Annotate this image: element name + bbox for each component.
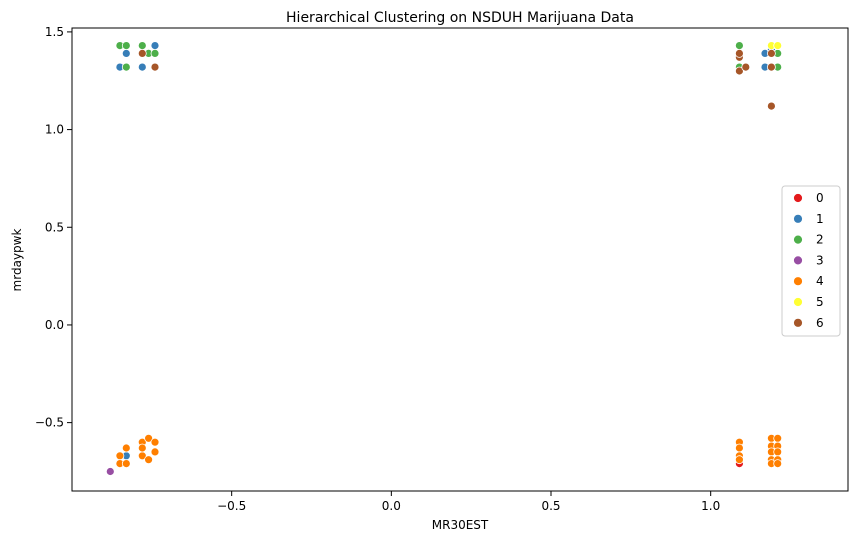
points-layer (105, 41, 783, 476)
legend-marker-4 (793, 276, 803, 287)
point-cluster-6 (767, 101, 776, 111)
y-tick-label: −0.5 (35, 416, 64, 430)
x-tick-label: 0.5 (541, 499, 560, 513)
point-cluster-5 (773, 41, 783, 50)
point-cluster-4 (773, 433, 783, 443)
plot-frame (71, 27, 849, 492)
point-cluster-6 (735, 66, 744, 76)
point-cluster-4 (773, 447, 783, 457)
x-axis-label: MR30EST (432, 518, 489, 532)
point-cluster-4 (150, 447, 160, 457)
point-cluster-2 (121, 62, 131, 72)
point-cluster-2 (137, 41, 147, 50)
point-cluster-4 (144, 455, 154, 465)
legend-marker-3 (793, 255, 803, 266)
y-tick-label: 1.5 (45, 25, 64, 39)
legend-marker-0 (793, 193, 803, 203)
y-tick-label: 0.5 (45, 220, 64, 234)
point-cluster-1 (150, 41, 160, 50)
legend-marker-6 (793, 317, 803, 328)
point-cluster-6 (767, 49, 776, 58)
legend-label-5: 5 (816, 295, 824, 309)
x-tick-label: 1.0 (701, 499, 720, 513)
x-tick-label: −0.5 (217, 499, 246, 513)
point-cluster-6 (741, 62, 751, 72)
legend-label-4: 4 (816, 274, 824, 288)
point-cluster-6 (150, 62, 160, 72)
point-cluster-2 (121, 41, 131, 50)
point-cluster-4 (735, 443, 744, 453)
legend: 0 1 2 3 4 5 6 (781, 185, 841, 337)
legend-marker-5 (793, 297, 803, 307)
point-cluster-1 (137, 62, 147, 72)
legend-marker-2 (793, 234, 803, 245)
point-cluster-4 (137, 443, 147, 453)
point-cluster-4 (150, 437, 160, 447)
x-axis-ticks: −0.5 0.0 0.5 1.0 (217, 491, 720, 513)
legend-label-1: 1 (816, 212, 824, 226)
point-cluster-4 (144, 433, 154, 443)
point-cluster-6 (137, 49, 147, 58)
point-cluster-2 (735, 41, 744, 50)
y-axis-ticks: −0.5 0.0 0.5 1.0 1.5 (35, 25, 72, 430)
point-cluster-4 (121, 443, 131, 453)
point-cluster-4 (773, 459, 783, 469)
y-tick-label: 0.0 (45, 318, 64, 332)
y-tick-label: 1.0 (45, 123, 64, 137)
point-cluster-2 (150, 49, 160, 58)
legend-box (781, 185, 841, 337)
chart-title: Hierarchical Clustering on NSDUH Marijua… (286, 10, 634, 26)
legend-label-0: 0 (816, 191, 824, 205)
x-tick-label: 0.0 (382, 499, 401, 513)
legend-marker-1 (793, 213, 803, 224)
y-axis-label: mrdaypwk (10, 229, 24, 292)
legend-label-3: 3 (816, 253, 824, 267)
point-cluster-1 (121, 49, 131, 58)
point-cluster-6 (735, 49, 744, 58)
point-cluster-4 (115, 451, 125, 461)
legend-label-2: 2 (816, 233, 824, 247)
point-cluster-4 (121, 459, 131, 469)
point-cluster-3 (105, 467, 115, 476)
point-cluster-4 (735, 455, 744, 465)
point-cluster-6 (767, 62, 776, 72)
legend-label-6: 6 (816, 316, 824, 330)
